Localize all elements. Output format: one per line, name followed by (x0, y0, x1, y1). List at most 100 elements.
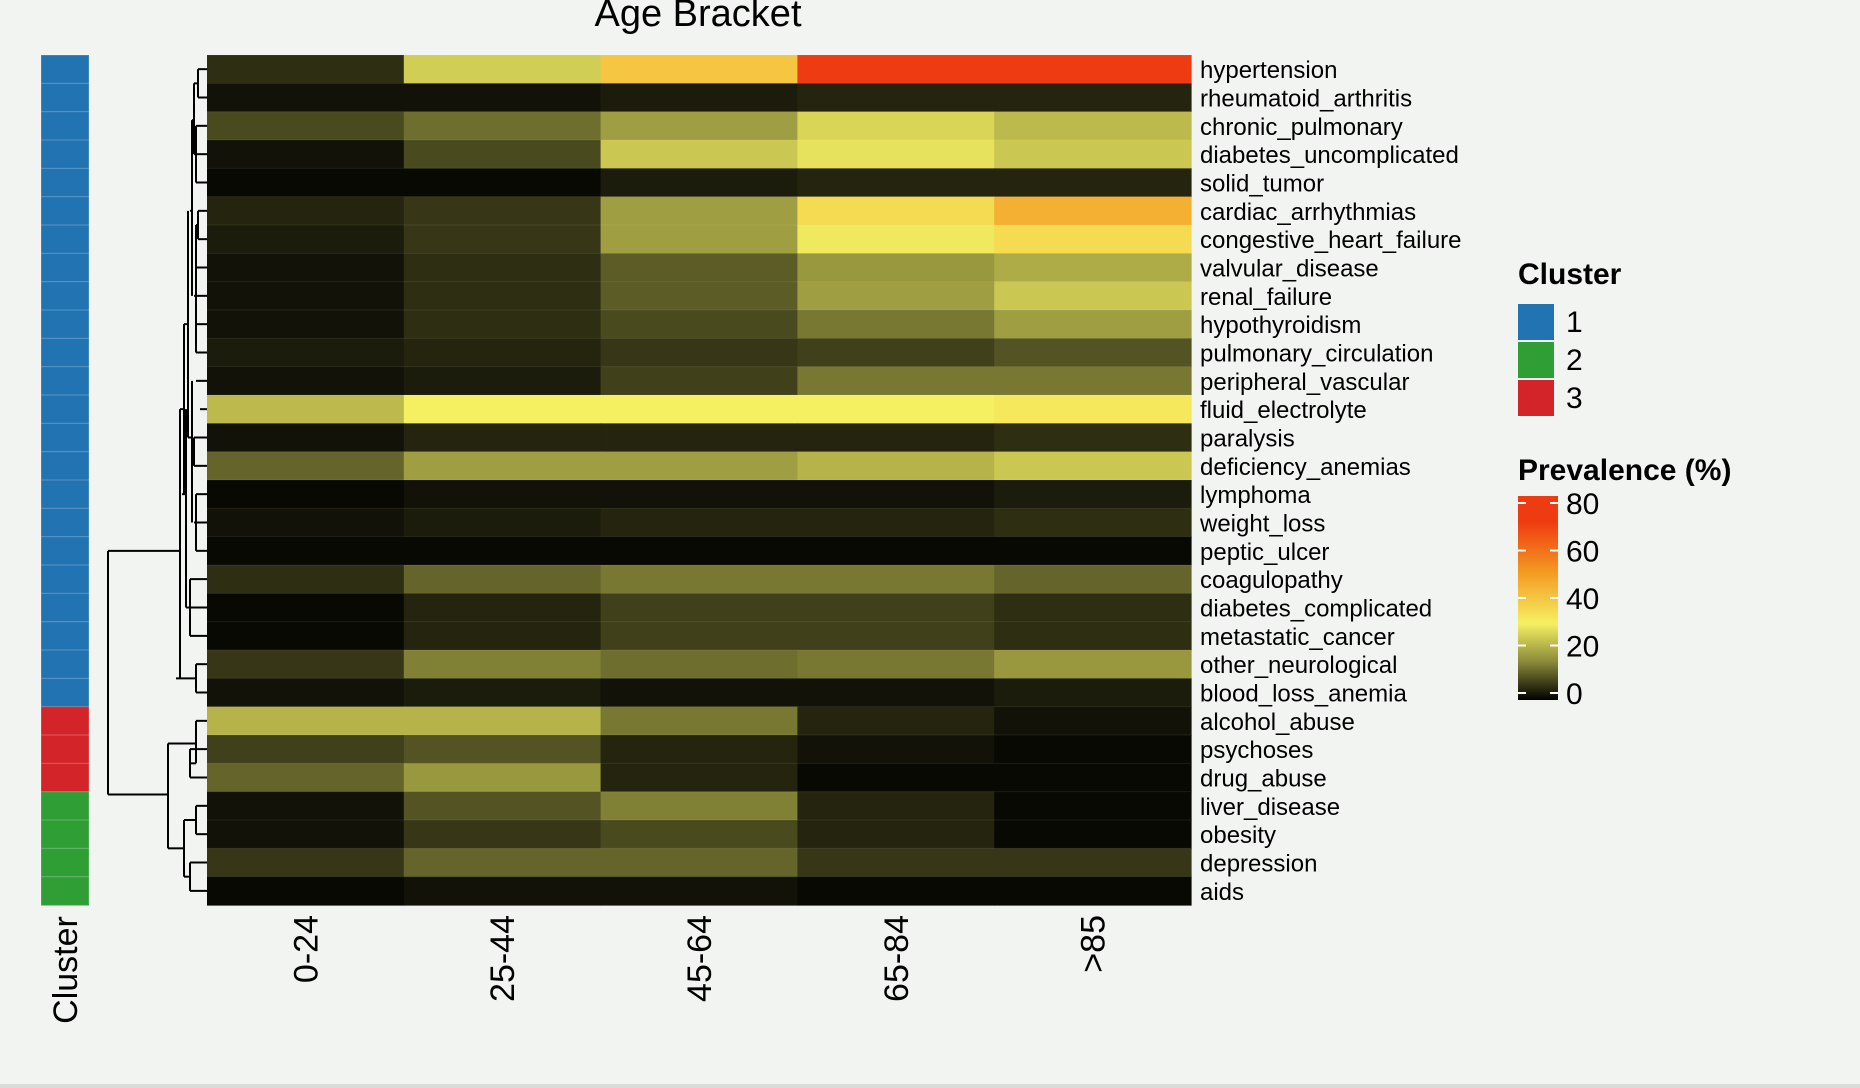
heatmap-cell (207, 706, 405, 736)
heatmap-cell (207, 763, 405, 793)
heatmap-cell (797, 536, 995, 566)
cluster-annotation-cell (40, 252, 90, 283)
cluster-annotation-cell (40, 536, 90, 567)
heatmap-cell (207, 565, 405, 594)
cluster-annotation-cell (40, 564, 90, 595)
cluster-annotation-cell (40, 507, 90, 538)
heatmap-cell (403, 140, 602, 169)
cluster-annotation-cell (40, 847, 90, 878)
heatmap-cell (797, 480, 995, 509)
heatmap-cell (403, 225, 602, 254)
heatmap-cell (600, 168, 798, 198)
heatmap-cell (797, 281, 995, 311)
heatmap-cell (403, 480, 602, 509)
heatmap-cell (207, 848, 405, 878)
heatmap-cell (207, 83, 405, 113)
row-label: hypertension (1200, 57, 1337, 84)
cluster-annotation-cell (40, 762, 90, 793)
row-label: paralysis (1200, 426, 1295, 453)
heatmap-cell (797, 338, 995, 368)
row-label: rheumatoid_arthritis (1200, 86, 1412, 113)
heatmap-cell (207, 423, 405, 453)
heatmap-cell (600, 678, 798, 708)
heatmap-cell (994, 55, 1192, 84)
heatmap-cell (403, 621, 602, 651)
heatmap-cell (994, 225, 1192, 254)
heatmap-cell (403, 536, 602, 566)
cluster-legend-label: 3 (1566, 382, 1583, 415)
heatmap-cell (797, 706, 995, 736)
heatmap-cell (403, 593, 602, 623)
heatmap-cell (994, 281, 1192, 311)
heatmap-cell (797, 451, 995, 481)
heatmap-cell (207, 876, 405, 906)
heatmap-cell (994, 423, 1192, 453)
heatmap-cell (797, 140, 995, 169)
heatmap-cell (403, 253, 602, 283)
column-label: 0-24 (287, 915, 325, 983)
row-label: obesity (1200, 822, 1276, 849)
heatmap-cell (207, 820, 405, 849)
heatmap-cell (994, 111, 1192, 141)
row-label: pulmonary_circulation (1200, 341, 1433, 368)
row-label: psychoses (1200, 737, 1313, 764)
heatmap-cell (797, 735, 995, 764)
heatmap-cell (600, 508, 798, 538)
heatmap-cell (403, 111, 602, 141)
cluster-annotation-cell (40, 281, 90, 312)
heatmap-cell (207, 735, 405, 764)
heatmap-cell (994, 621, 1192, 651)
heatmap-cell (600, 253, 798, 283)
heatmap-cell (207, 281, 405, 311)
row-label: valvular_disease (1200, 256, 1379, 283)
heatmap-cell (600, 395, 798, 424)
heatmap-cell (600, 423, 798, 453)
row-label: diabetes_uncomplicated (1200, 142, 1459, 169)
heatmap-cell (600, 310, 798, 339)
heatmap-cell (994, 791, 1192, 821)
heatmap-cell (600, 480, 798, 509)
cluster-annotation-cell (40, 677, 90, 708)
heatmap-cell (600, 621, 798, 651)
heatmap-cell (403, 423, 602, 453)
heatmap-cell (994, 763, 1192, 793)
cluster-legend-label: 2 (1566, 344, 1583, 377)
heatmap-cell (600, 55, 798, 84)
cluster-annotation-cell (40, 791, 90, 822)
heatmap-cell (600, 650, 798, 679)
heatmap-cell (994, 338, 1192, 368)
heatmap-cell (403, 848, 602, 878)
row-label: chronic_pulmonary (1200, 114, 1403, 141)
heatmap-cell (994, 508, 1192, 538)
heatmap-cell (403, 820, 602, 849)
cluster-annotation-cell (40, 82, 90, 113)
heatmap-cell (797, 253, 995, 283)
row-label: weight_loss (1199, 511, 1325, 538)
row-label: peptic_ulcer (1200, 539, 1329, 566)
cluster-legend-swatch (1518, 380, 1554, 416)
cluster-annotation-cell (40, 734, 90, 765)
cluster-annotation-cell (40, 196, 90, 227)
row-dendrogram (107, 68, 207, 892)
column-label: 25-44 (484, 915, 522, 1002)
cluster-annotation-cell (40, 337, 90, 368)
heatmap-cell (994, 310, 1192, 339)
row-label: fluid_electrolyte (1200, 397, 1367, 424)
page-bottom-rule (0, 1084, 1860, 1088)
heatmap-cell (797, 820, 995, 849)
heatmap-cell (207, 338, 405, 368)
heatmap-cell (207, 650, 405, 679)
heatmap-cell (797, 763, 995, 793)
prevalence-tick-label: 20 (1566, 631, 1599, 664)
row-label: depression (1200, 851, 1317, 878)
row-label: aids (1200, 879, 1244, 906)
row-label: other_neurological (1200, 652, 1397, 679)
row-label: peripheral_vascular (1200, 369, 1409, 396)
heatmap-cell (207, 225, 405, 254)
row-label: cardiac_arrhythmias (1200, 199, 1416, 226)
heatmap-cell (994, 196, 1192, 226)
heatmap-cell (403, 451, 602, 481)
heatmap-cell (207, 310, 405, 339)
cluster-annotation-cell (40, 366, 90, 397)
